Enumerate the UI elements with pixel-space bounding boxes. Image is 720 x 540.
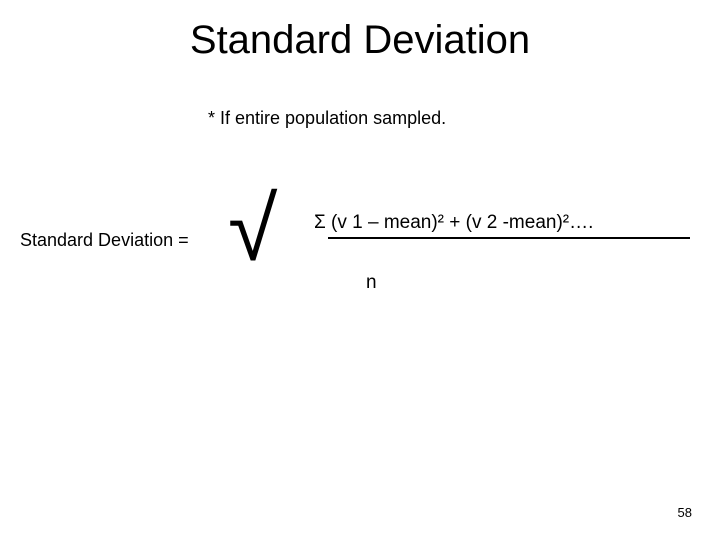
radical-symbol: √ (228, 185, 277, 275)
page-title: Standard Deviation (0, 18, 720, 63)
footnote-text: * If entire population sampled. (208, 108, 446, 129)
fraction-line (328, 237, 690, 239)
formula-numerator: Σ (v 1 – mean)² + (v 2 -mean)²…. (314, 212, 593, 234)
formula-lhs: Standard Deviation = (20, 230, 189, 251)
slide: Standard Deviation * If entire populatio… (0, 0, 720, 540)
page-number: 58 (678, 505, 692, 520)
formula-denominator: n (366, 272, 377, 294)
